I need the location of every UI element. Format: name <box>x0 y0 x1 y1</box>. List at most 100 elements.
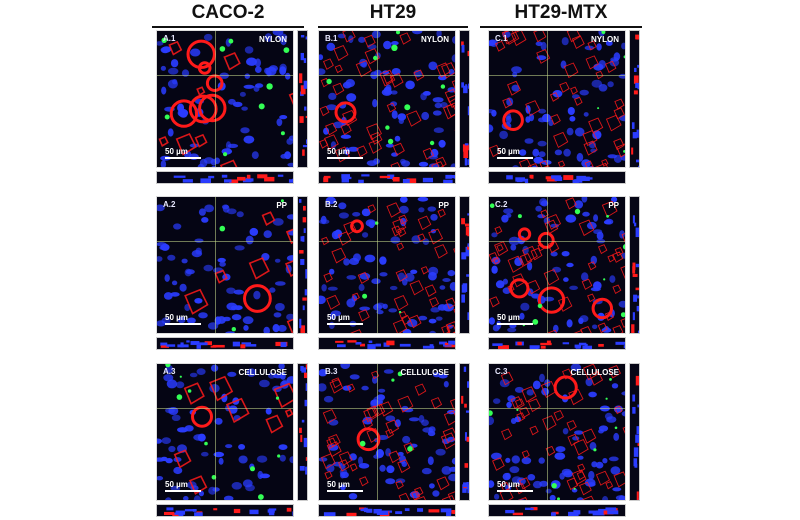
scale-bar: 50 µm <box>165 480 201 492</box>
panel-id-label: C.2 <box>495 200 508 209</box>
scale-bar-line <box>165 323 201 325</box>
micrograph-image <box>319 197 455 333</box>
crosshair-vertical <box>547 364 548 500</box>
material-label: NYLON <box>259 35 287 44</box>
crosshair-horizontal <box>157 241 293 242</box>
orthogonal-view-bottom <box>488 171 626 184</box>
scale-bar: 50 µm <box>165 147 201 159</box>
scale-bar-label: 50 µm <box>327 480 350 489</box>
material-label: PP <box>608 201 619 210</box>
orthogonal-view-bottom <box>156 504 294 517</box>
micrograph-image <box>157 364 293 500</box>
micrograph-panel-b-2: B.2 PP 50 µm <box>318 196 456 334</box>
scale-bar-label: 50 µm <box>165 480 188 489</box>
orthogonal-view-side <box>297 30 308 168</box>
panel-id-label: C.1 <box>495 34 508 43</box>
orthogonal-view-side <box>297 363 308 501</box>
orthogonal-view-bottom <box>318 171 456 184</box>
micrograph-image <box>157 31 293 167</box>
column-header-ht29-mtx: HT29-MTX <box>480 2 642 28</box>
panel-id-label: C.3 <box>495 367 508 376</box>
material-label: CELLULOSE <box>570 368 619 377</box>
micrograph-panel-b-1: B.1 NYLON 50 µm <box>318 30 456 168</box>
orthogonal-view-bottom <box>318 337 456 350</box>
orthogonal-view-bottom <box>156 337 294 350</box>
scale-bar-line <box>165 157 201 159</box>
orthogonal-view-side <box>459 196 470 334</box>
micrograph-panel-c-1: C.1 NYLON 50 µm <box>488 30 626 168</box>
micrograph-panel-a-1: A.1 NYLON 50 µm <box>156 30 294 168</box>
scale-bar-label: 50 µm <box>497 147 520 156</box>
scale-bar: 50 µm <box>165 313 201 325</box>
micrograph-image <box>319 31 455 167</box>
crosshair-vertical <box>215 197 216 333</box>
micrograph-panel-a-3: A.3 CELLULOSE 50 µm <box>156 363 294 501</box>
crosshair-vertical <box>215 364 216 500</box>
orthogonal-view-side <box>629 196 640 334</box>
material-label: CELLULOSE <box>238 368 287 377</box>
crosshair-horizontal <box>319 75 455 76</box>
panel-id-label: A.2 <box>163 200 176 209</box>
orthogonal-view-bottom <box>156 171 294 184</box>
micrograph-panel-c-3: C.3 CELLULOSE 50 µm <box>488 363 626 501</box>
scale-bar-line <box>327 157 363 159</box>
crosshair-horizontal <box>319 241 455 242</box>
panel-id-label: B.1 <box>325 34 338 43</box>
scale-bar-label: 50 µm <box>165 147 188 156</box>
scale-bar: 50 µm <box>497 147 533 159</box>
material-label: NYLON <box>421 35 449 44</box>
crosshair-horizontal <box>489 241 625 242</box>
panel-id-label: A.1 <box>163 34 176 43</box>
crosshair-vertical <box>547 31 548 167</box>
column-header-caco2: CACO-2 <box>152 2 304 28</box>
orthogonal-view-side <box>297 196 308 334</box>
scale-bar-line <box>327 490 363 492</box>
scale-bar-label: 50 µm <box>497 313 520 322</box>
crosshair-vertical <box>377 197 378 333</box>
panel-id-label: B.3 <box>325 367 338 376</box>
scale-bar-line <box>327 323 363 325</box>
scale-bar: 50 µm <box>497 313 533 325</box>
crosshair-vertical <box>377 31 378 167</box>
material-label: PP <box>438 201 449 210</box>
micrograph-panel-b-3: B.3 CELLULOSE 50 µm <box>318 363 456 501</box>
micrograph-panel-c-2: C.2 PP 50 µm <box>488 196 626 334</box>
column-header-ht29: HT29 <box>318 2 468 28</box>
scale-bar-line <box>497 490 533 492</box>
crosshair-horizontal <box>489 75 625 76</box>
orthogonal-view-side <box>629 30 640 168</box>
micrograph-image <box>157 197 293 333</box>
crosshair-vertical <box>547 197 548 333</box>
micrograph-image <box>489 197 625 333</box>
crosshair-horizontal <box>489 408 625 409</box>
orthogonal-view-side <box>459 363 470 501</box>
scale-bar: 50 µm <box>327 313 363 325</box>
material-label: PP <box>276 201 287 210</box>
panel-id-label: B.2 <box>325 200 338 209</box>
scale-bar: 50 µm <box>497 480 533 492</box>
scale-bar-line <box>497 323 533 325</box>
scale-bar-label: 50 µm <box>327 147 350 156</box>
scale-bar-label: 50 µm <box>327 313 350 322</box>
orthogonal-view-side <box>629 363 640 501</box>
scale-bar-label: 50 µm <box>165 313 188 322</box>
material-label: NYLON <box>591 35 619 44</box>
crosshair-vertical <box>215 31 216 167</box>
scale-bar-line <box>165 490 201 492</box>
orthogonal-view-side <box>459 30 470 168</box>
material-label: CELLULOSE <box>400 368 449 377</box>
panel-id-label: A.3 <box>163 367 176 376</box>
orthogonal-view-bottom <box>318 504 456 517</box>
scale-bar-label: 50 µm <box>497 480 520 489</box>
micrograph-image <box>319 364 455 500</box>
scale-bar: 50 µm <box>327 147 363 159</box>
micrograph-panel-a-2: A.2 PP 50 µm <box>156 196 294 334</box>
crosshair-horizontal <box>157 75 293 76</box>
crosshair-horizontal <box>319 408 455 409</box>
crosshair-vertical <box>377 364 378 500</box>
scale-bar: 50 µm <box>327 480 363 492</box>
orthogonal-view-bottom <box>488 504 626 517</box>
crosshair-horizontal <box>157 408 293 409</box>
orthogonal-view-bottom <box>488 337 626 350</box>
scale-bar-line <box>497 157 533 159</box>
